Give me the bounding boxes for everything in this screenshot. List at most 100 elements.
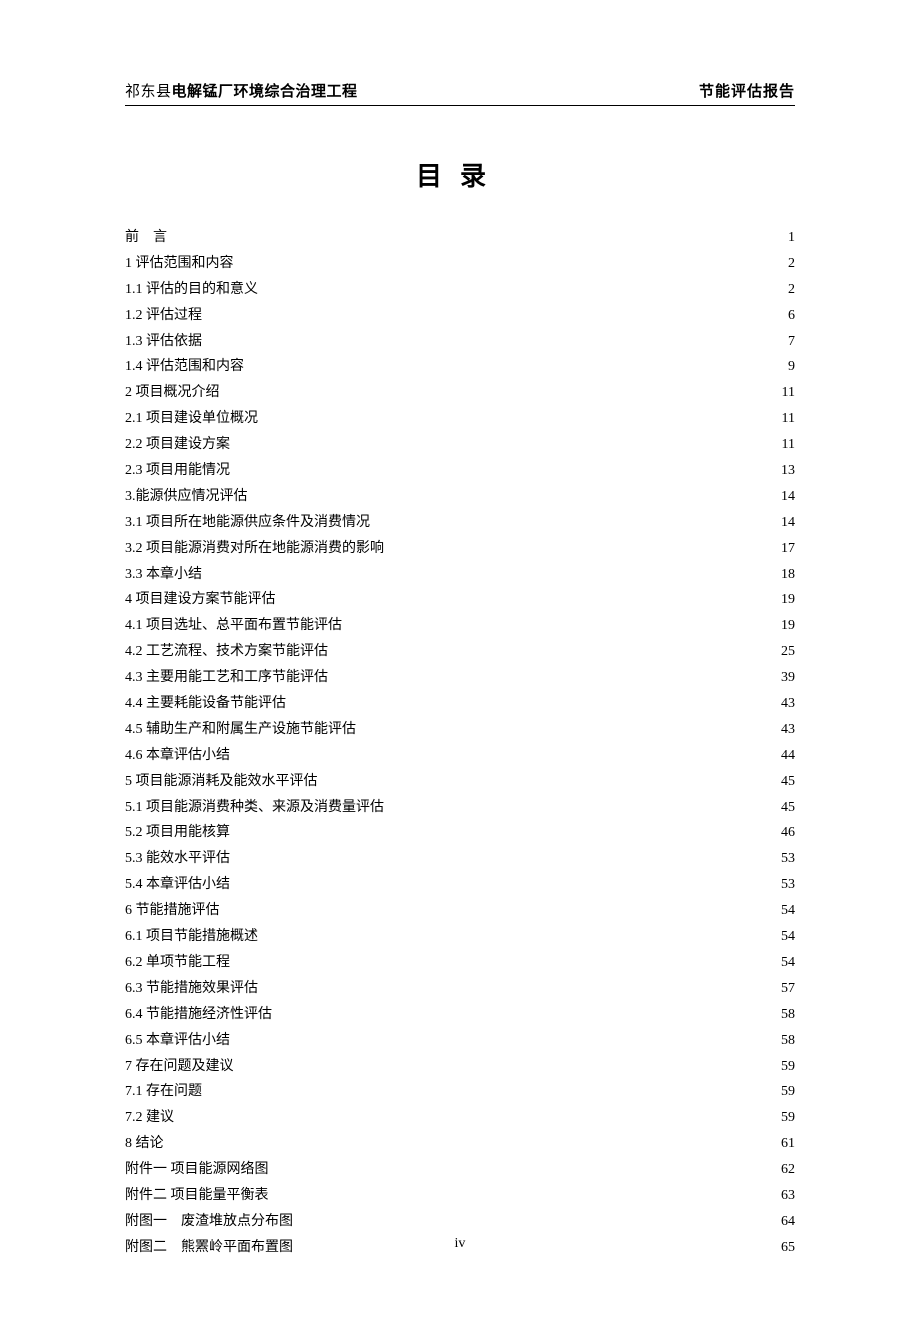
- toc-row: 4.2 工艺流程、技术方案节能评估 25: [125, 639, 795, 665]
- toc-page-number: 6: [788, 303, 795, 329]
- toc-page-number: 53: [781, 872, 795, 898]
- toc-label: 3.能源供应情况评估: [125, 484, 248, 510]
- toc-row: 7 存在问题及建议59: [125, 1054, 795, 1080]
- toc-label: 4.3 主要用能工艺和工序节能评估: [125, 665, 328, 691]
- toc-row: 3.1 项目所在地能源供应条件及消费情况 14: [125, 510, 795, 536]
- toc-label: 7.1 存在问题: [125, 1079, 202, 1105]
- toc-page-number: 45: [781, 795, 795, 821]
- toc-label: 附图一 废渣堆放点分布图: [125, 1209, 293, 1235]
- toc-label: 2.2 项目建设方案: [125, 432, 230, 458]
- toc-row: 8 结论61: [125, 1131, 795, 1157]
- toc-label: 3.3 本章小结: [125, 562, 202, 588]
- toc-row: 1.4 评估范围和内容9: [125, 354, 795, 380]
- toc-label: 2.3 项目用能情况: [125, 458, 230, 484]
- toc-row: 2.2 项目建设方案 11: [125, 432, 795, 458]
- toc-page-number: 43: [781, 717, 795, 743]
- toc-label: 6.5 本章评估小结: [125, 1028, 230, 1054]
- toc-page-number: 46: [781, 820, 795, 846]
- toc-label: 4.5 辅助生产和附属生产设施节能评估: [125, 717, 356, 743]
- toc-row: 前 言 1: [125, 225, 795, 251]
- toc-row: 6 节能措施评估 54: [125, 898, 795, 924]
- toc-row: 6.5 本章评估小结 58: [125, 1028, 795, 1054]
- toc-page-number: 59: [781, 1105, 795, 1131]
- toc-label: 附件二 项目能量平衡表: [125, 1183, 269, 1209]
- toc-label: 1 评估范围和内容: [125, 251, 234, 277]
- toc-page-number: 64: [781, 1209, 795, 1235]
- toc-label: 5 项目能源消耗及能效水平评估: [125, 769, 318, 795]
- toc-row: 5.3 能效水平评估 53: [125, 846, 795, 872]
- toc-row: 附图一 废渣堆放点分布图 64: [125, 1209, 795, 1235]
- toc-label: 6.2 单项节能工程: [125, 950, 230, 976]
- toc-page-number: 25: [781, 639, 795, 665]
- toc-row: 1.2 评估过程6: [125, 303, 795, 329]
- toc-row: 5.2 项目用能核算 46: [125, 820, 795, 846]
- toc-label: 2 项目概况介绍: [125, 380, 220, 406]
- toc-label: 3.2 项目能源消费对所在地能源消费的影响: [125, 536, 384, 562]
- toc-row: 1.3 评估依据7: [125, 329, 795, 355]
- toc-row: 4.1 项目选址、总平面布置节能评估 19: [125, 613, 795, 639]
- toc-page-number: 14: [781, 510, 795, 536]
- toc-row: 4 项目建设方案节能评估 19: [125, 587, 795, 613]
- toc-page-number: 1: [788, 225, 795, 251]
- toc-row: 附件二 项目能量平衡表63: [125, 1183, 795, 1209]
- toc-row: 3.2 项目能源消费对所在地能源消费的影响 17: [125, 536, 795, 562]
- toc-page-number: 54: [781, 898, 795, 924]
- toc-title: 目录: [125, 156, 795, 193]
- toc-row: 3.能源供应情况评估14: [125, 484, 795, 510]
- toc-page-number: 44: [781, 743, 795, 769]
- toc-label: 4.1 项目选址、总平面布置节能评估: [125, 613, 342, 639]
- toc-label: 7.2 建议: [125, 1105, 174, 1131]
- toc-row: 1.1 评估的目的和意义2: [125, 277, 795, 303]
- header-project-name: 电解锰厂环境综合治理工程: [172, 84, 358, 100]
- toc-label: 6 节能措施评估: [125, 898, 220, 924]
- header-right: 节能评估报告: [699, 80, 795, 101]
- toc-page-number: 54: [781, 950, 795, 976]
- toc-label: 4.6 本章评估小结: [125, 743, 230, 769]
- toc-page-number: 19: [781, 587, 795, 613]
- toc-label: 5.2 项目用能核算: [125, 820, 230, 846]
- header-left: 祁东县电解锰厂环境综合治理工程: [125, 80, 358, 101]
- toc-label: 前 言: [125, 225, 167, 251]
- toc-page-number: 18: [781, 562, 795, 588]
- toc-row: 3.3 本章小结 18: [125, 562, 795, 588]
- toc-page-number: 53: [781, 846, 795, 872]
- toc-label: 2.1 项目建设单位概况: [125, 406, 258, 432]
- toc-label: 3.1 项目所在地能源供应条件及消费情况: [125, 510, 370, 536]
- toc-page-number: 45: [781, 769, 795, 795]
- toc-page-number: 54: [781, 924, 795, 950]
- toc-page-number: 57: [781, 976, 795, 1002]
- toc-page-number: 62: [781, 1157, 795, 1183]
- toc-label: 5.3 能效水平评估: [125, 846, 230, 872]
- toc-label: 4.2 工艺流程、技术方案节能评估: [125, 639, 328, 665]
- toc-page-number: 19: [781, 613, 795, 639]
- toc-label: 5.1 项目能源消费种类、来源及消费量评估: [125, 795, 384, 821]
- toc-row: 5.1 项目能源消费种类、来源及消费量评估 45: [125, 795, 795, 821]
- toc-page-number: 11: [782, 432, 795, 458]
- toc-label: 5.4 本章评估小结: [125, 872, 230, 898]
- toc-row: 5.4 本章评估小结 53: [125, 872, 795, 898]
- page-header: 祁东县电解锰厂环境综合治理工程 节能评估报告: [125, 80, 795, 106]
- toc-page-number: 59: [781, 1079, 795, 1105]
- toc-row: 5 项目能源消耗及能效水平评估 45: [125, 769, 795, 795]
- toc-row: 7.2 建议 59: [125, 1105, 795, 1131]
- toc-row: 4.4 主要耗能设备节能评估 43: [125, 691, 795, 717]
- toc-label: 1.1 评估的目的和意义: [125, 277, 258, 303]
- toc-page-number: 58: [781, 1002, 795, 1028]
- toc-page-number: 17: [781, 536, 795, 562]
- page-number: iv: [0, 1236, 920, 1252]
- toc-page-number: 58: [781, 1028, 795, 1054]
- toc-row: 6.1 项目节能措施概述54: [125, 924, 795, 950]
- toc-page-number: 7: [788, 329, 795, 355]
- toc-row: 2 项目概况介绍 11: [125, 380, 795, 406]
- toc-page-number: 13: [781, 458, 795, 484]
- document-page: 祁东县电解锰厂环境综合治理工程 节能评估报告 目录 前 言 1 1 评估范围和内容 2…: [0, 0, 920, 1321]
- toc-page-number: 11: [782, 380, 795, 406]
- toc-label: 4 项目建设方案节能评估: [125, 587, 276, 613]
- toc-label: 6.3 节能措施效果评估: [125, 976, 258, 1002]
- toc-label: 4.4 主要耗能设备节能评估: [125, 691, 286, 717]
- toc-row: 6.3 节能措施效果评估 57: [125, 976, 795, 1002]
- toc-page-number: 9: [788, 354, 795, 380]
- toc-page-number: 43: [781, 691, 795, 717]
- toc-page-number: 59: [781, 1054, 795, 1080]
- toc-label: 附件一 项目能源网络图: [125, 1157, 269, 1183]
